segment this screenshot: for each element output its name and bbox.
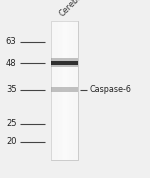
Bar	[75, 21, 77, 160]
Bar	[66, 21, 67, 160]
Bar	[67, 21, 69, 160]
Bar	[73, 21, 74, 160]
Text: Caspase-6: Caspase-6	[90, 85, 132, 94]
Bar	[58, 21, 59, 160]
Bar	[62, 21, 63, 160]
Bar	[51, 87, 78, 92]
Text: 35: 35	[6, 85, 16, 94]
Bar	[52, 21, 54, 160]
Bar	[63, 21, 64, 160]
Bar	[59, 21, 60, 160]
Bar	[55, 21, 56, 160]
Text: Cerebrum: Cerebrum	[57, 0, 92, 19]
Bar	[51, 21, 78, 160]
Text: 48: 48	[6, 59, 16, 68]
Bar	[74, 21, 75, 160]
Bar	[69, 21, 70, 160]
Bar	[77, 21, 78, 160]
Text: 20: 20	[6, 137, 16, 146]
Bar	[51, 61, 78, 65]
Text: 25: 25	[6, 119, 16, 128]
Bar	[54, 21, 55, 160]
Bar	[60, 21, 62, 160]
Bar	[71, 21, 73, 160]
Bar	[51, 21, 52, 160]
Text: 63: 63	[6, 37, 16, 46]
Bar	[51, 58, 78, 67]
Bar	[64, 21, 66, 160]
Bar	[56, 21, 58, 160]
Bar	[70, 21, 71, 160]
